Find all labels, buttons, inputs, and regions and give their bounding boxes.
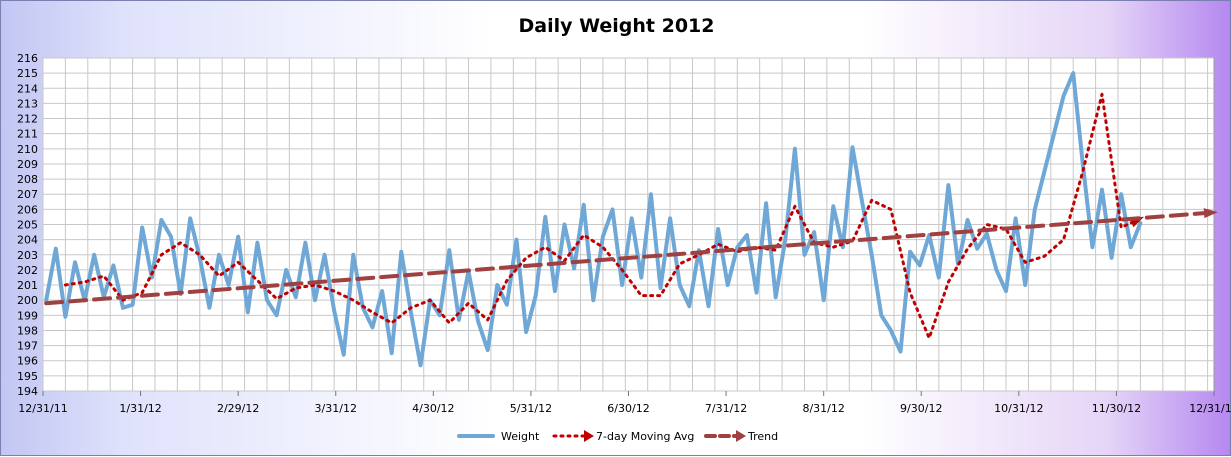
x-tick-label: 12/31/11	[18, 402, 67, 415]
x-tick-label: 1/31/12	[119, 402, 161, 415]
y-tick-label: 198	[17, 324, 38, 337]
y-tick-label: 206	[17, 203, 38, 216]
legend-arrow-2	[736, 430, 746, 442]
y-tick-label: 205	[17, 219, 38, 232]
x-tick-label: 8/31/12	[802, 402, 844, 415]
x-tick-label: 11/30/12	[1092, 402, 1141, 415]
y-tick-label: 201	[17, 279, 38, 292]
y-tick-label: 212	[17, 113, 38, 126]
y-tick-label: 214	[17, 82, 38, 95]
y-tick-label: 210	[17, 143, 38, 156]
legend-label-1: 7-day Moving Avg	[596, 430, 694, 443]
y-tick-label: 207	[17, 188, 38, 201]
y-tick-label: 211	[17, 128, 38, 141]
legend-arrow-1	[584, 430, 594, 442]
x-tick-label: 2/29/12	[217, 402, 259, 415]
chart-title: Daily Weight 2012	[518, 15, 715, 37]
y-tick-label: 194	[17, 385, 38, 398]
y-tick-label: 196	[17, 355, 38, 368]
legend-label-2: Trend	[747, 430, 778, 443]
y-tick-label: 215	[17, 67, 38, 80]
x-tick-label: 10/31/12	[994, 402, 1043, 415]
y-tick-label: 216	[17, 52, 38, 65]
y-tick-label: 202	[17, 264, 38, 277]
y-tick-label: 200	[17, 294, 38, 307]
y-tick-label: 209	[17, 158, 38, 171]
x-tick-label: 7/31/12	[705, 402, 747, 415]
y-tick-label: 203	[17, 249, 38, 262]
y-tick-label: 195	[17, 370, 38, 383]
y-tick-label: 208	[17, 173, 38, 186]
y-tick-label: 199	[17, 309, 38, 322]
y-tick-label: 213	[17, 97, 38, 110]
x-tick-label: 9/30/12	[900, 402, 942, 415]
x-tick-label: 3/31/12	[315, 402, 357, 415]
x-tick-label: 4/30/12	[412, 402, 454, 415]
x-tick-label: 6/30/12	[607, 402, 649, 415]
y-tick-label: 204	[17, 234, 38, 247]
legend-label-0: Weight	[501, 430, 540, 443]
series-arrowhead-2	[1203, 208, 1218, 219]
series-line-2	[44, 210, 1216, 306]
x-tick-label: 5/31/12	[510, 402, 552, 415]
x-tick-label: 12/31/12	[1189, 402, 1231, 415]
series-line-1	[63, 92, 1142, 340]
y-tick-label: 197	[17, 340, 38, 353]
